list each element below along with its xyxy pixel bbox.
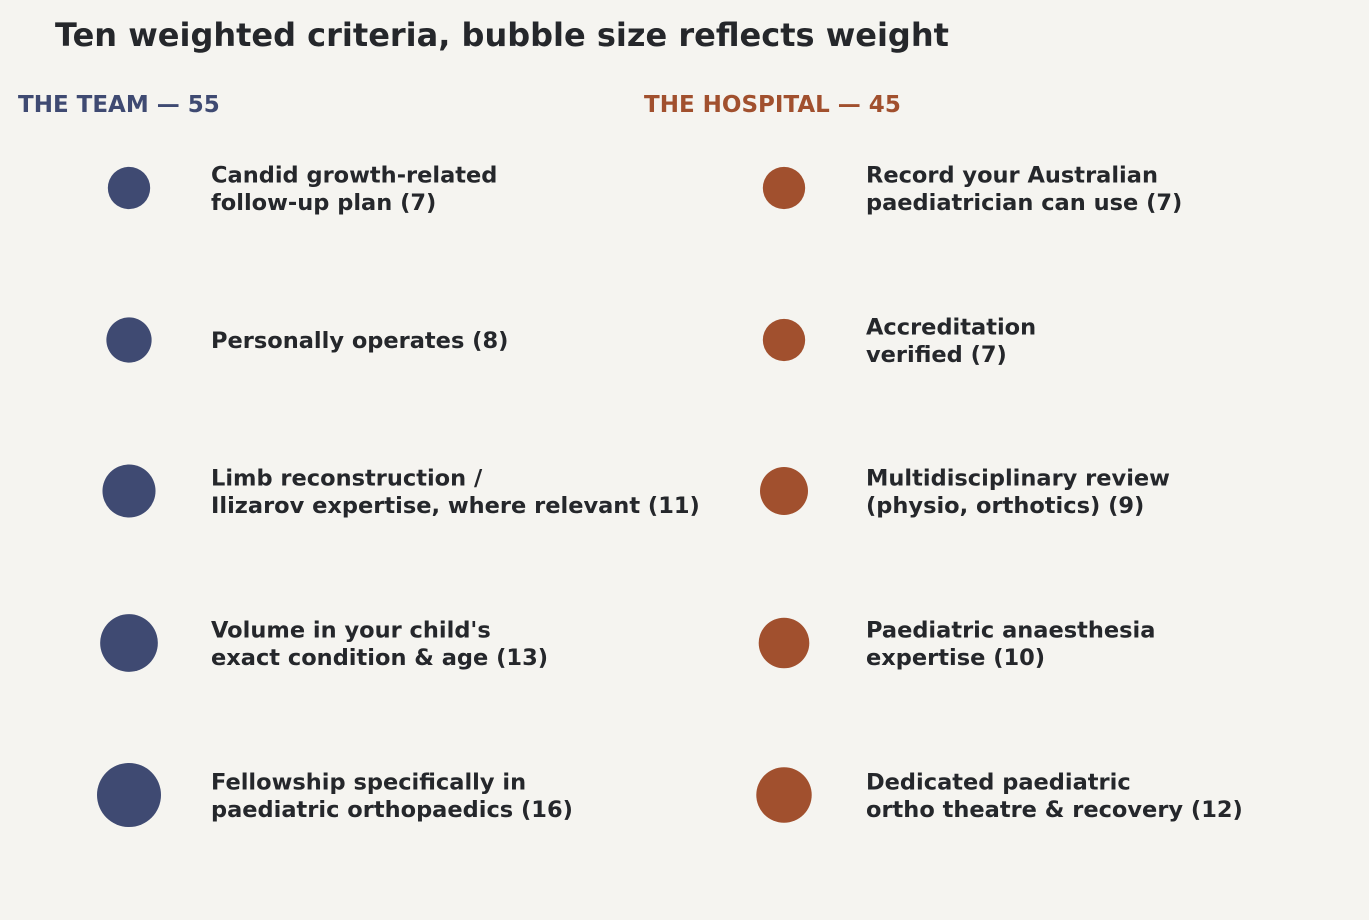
team-bubble-1 bbox=[107, 166, 151, 210]
hospital-label-5: Dedicated paediatric ortho theatre & reco… bbox=[866, 769, 1243, 823]
hospital-header: THE HOSPITAL — 45 bbox=[644, 92, 901, 118]
chart-title: Ten weighted criteria, bubble size refle… bbox=[55, 16, 949, 54]
hospital-label-2: Accreditation verified (7) bbox=[866, 314, 1036, 368]
hospital-bubble-2 bbox=[762, 318, 806, 362]
team-bubble-3 bbox=[102, 464, 156, 518]
hospital-bubble-5 bbox=[756, 767, 812, 823]
hospital-bubble-3 bbox=[760, 467, 808, 515]
team-bubble-2 bbox=[106, 317, 152, 363]
hospital-bubble-4 bbox=[758, 617, 810, 669]
hospital-label-1: Record your Australian paediatrician can … bbox=[866, 162, 1182, 216]
hospital-bubble-1 bbox=[762, 166, 806, 210]
team-label-5: Fellowship specifically in paediatric ort… bbox=[211, 769, 573, 823]
hospital-label-4: Paediatric anaesthesia expertise (10) bbox=[866, 617, 1155, 671]
team-header: THE TEAM — 55 bbox=[18, 92, 220, 118]
chart-marks: Candid growth-related follow-up plan (7) P… bbox=[97, 162, 1243, 827]
team-label-2: Personally operates (8) bbox=[211, 328, 508, 354]
hospital-label-3: Multidisciplinary review (physio, orthoti… bbox=[866, 465, 1170, 519]
team-label-1: Candid growth-related follow-up plan (7) bbox=[211, 162, 497, 216]
team-label-3: Limb reconstruction / Ilizarov expertise,… bbox=[211, 465, 700, 519]
team-bubble-4 bbox=[100, 614, 158, 672]
team-bubble-5 bbox=[97, 763, 161, 827]
team-label-4: Volume in your child's exact condition & … bbox=[211, 617, 548, 671]
